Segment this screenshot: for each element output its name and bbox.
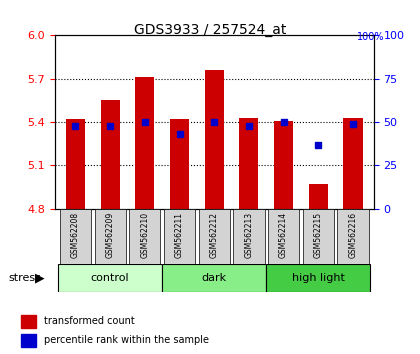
Bar (233, 209, 265, 264)
Bar (205, 70, 224, 209)
Bar (58, 264, 162, 292)
Bar (100, 101, 120, 209)
Bar (303, 209, 334, 264)
Text: GSM562211: GSM562211 (175, 212, 184, 258)
Bar (162, 264, 266, 292)
Bar (268, 209, 299, 264)
Bar (94, 209, 126, 264)
Bar (344, 118, 362, 209)
Bar (199, 209, 230, 264)
Text: control: control (91, 273, 129, 283)
Text: 100%: 100% (357, 32, 384, 42)
Bar (266, 264, 370, 292)
Text: GSM562216: GSM562216 (349, 212, 357, 258)
Text: stress: stress (8, 273, 41, 283)
Bar (164, 209, 195, 264)
Text: GSM562210: GSM562210 (140, 212, 149, 258)
Text: high light: high light (292, 273, 345, 283)
Text: percentile rank within the sample: percentile rank within the sample (44, 335, 209, 345)
Text: GDS3933 / 257524_at: GDS3933 / 257524_at (134, 23, 286, 37)
Text: GSM562209: GSM562209 (105, 212, 115, 258)
Text: GSM562212: GSM562212 (210, 212, 219, 258)
Text: GSM562208: GSM562208 (71, 212, 80, 258)
Text: GSM562213: GSM562213 (244, 212, 253, 258)
Bar (170, 119, 189, 209)
Bar (21, 334, 36, 347)
Bar (309, 184, 328, 209)
Text: GSM562214: GSM562214 (279, 212, 288, 258)
Bar (274, 121, 293, 209)
Bar (135, 77, 155, 209)
Bar (66, 119, 85, 209)
Bar (337, 209, 369, 264)
Text: GSM562215: GSM562215 (314, 212, 323, 258)
Bar (129, 209, 160, 264)
Bar (21, 315, 36, 328)
Text: transformed count: transformed count (44, 316, 134, 326)
Text: dark: dark (202, 273, 227, 283)
Bar (60, 209, 91, 264)
Bar (239, 118, 258, 209)
Text: ▶: ▶ (35, 272, 45, 285)
